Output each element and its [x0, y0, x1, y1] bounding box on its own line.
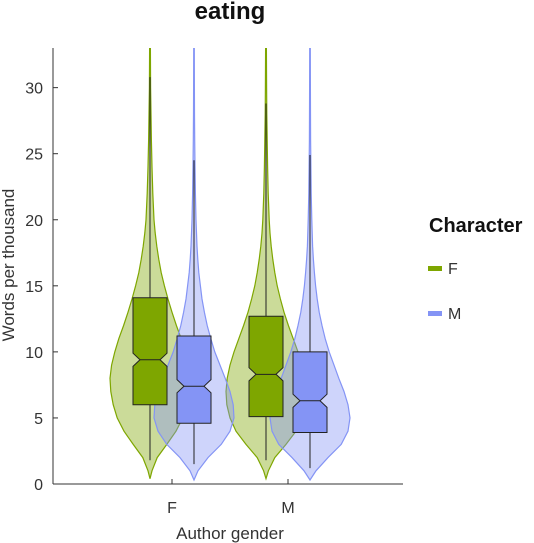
y-tick-label: 5 — [34, 411, 43, 428]
chart-title: eating — [195, 0, 266, 25]
legend-label-m: M — [448, 306, 461, 323]
y-tick-label: 15 — [25, 279, 43, 296]
legend-label-f: F — [448, 261, 458, 278]
legend: Character FM — [428, 215, 523, 323]
box-m-f — [176, 335, 212, 424]
legend-swatch-m — [428, 311, 442, 316]
x-tick-label: F — [167, 500, 177, 517]
y-axis-ticks: 0 5 10 15 20 25 30 — [25, 81, 58, 494]
y-tick-label: 20 — [25, 213, 43, 230]
y-tick-label: 10 — [25, 345, 43, 362]
y-tick-label: 0 — [34, 477, 43, 494]
boxes-layer — [132, 77, 328, 469]
y-tick-label: 30 — [25, 81, 43, 98]
legend-swatch-f — [428, 266, 442, 271]
legend-title: Character — [429, 215, 523, 237]
y-axis-label: Words per thousand — [0, 189, 18, 342]
x-axis-label: Author gender — [176, 524, 284, 543]
box-f-m — [248, 315, 284, 418]
box-f-f — [132, 297, 168, 406]
y-tick-label: 25 — [25, 147, 43, 164]
box-m-m — [292, 351, 328, 433]
legend-items: FM — [428, 261, 461, 323]
x-tick-label: M — [281, 500, 294, 517]
